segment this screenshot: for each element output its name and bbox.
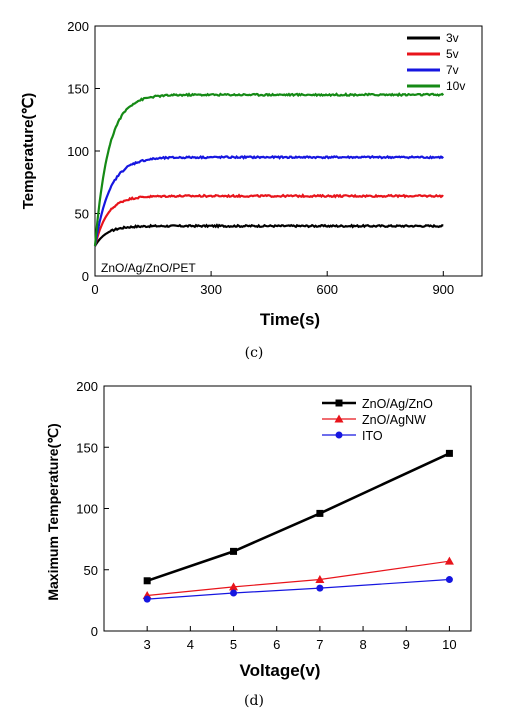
chart-d-legend-marker <box>335 431 343 439</box>
chart-c-series <box>93 92 445 247</box>
chart-c-series-line-7v <box>93 154 444 247</box>
chart-d-point <box>316 509 324 517</box>
chart-d-y-tick-label: 0 <box>91 624 98 639</box>
chart-d-point <box>444 556 454 565</box>
chart-c: 0 300 600 900 0 50 100 150 200 3v 5v 7v 10v ZnO/Ag/… <box>20 19 483 361</box>
chart-d-x-tick-label: 4 <box>187 637 194 652</box>
chart-c-caption: (c) <box>245 345 264 361</box>
chart-d-x-tick-label: 5 <box>230 637 237 652</box>
chart-d-series-line-ZnO/AgNW <box>147 560 450 597</box>
chart-d-legend: ZnO/Ag/ZnO ZnO/AgNW ITO <box>322 397 433 443</box>
chart-c-series-line-3v <box>94 223 444 247</box>
chart-c-legend-label: 10v <box>446 79 465 93</box>
chart-d-x-axis-label: Voltage(v) <box>240 661 321 680</box>
chart-d-y-tick-label: 150 <box>76 440 98 455</box>
chart-c-plot-frame <box>94 25 483 277</box>
chart-d-legend-marker <box>334 414 344 423</box>
chart-c-legend: 3v 5v 7v 10v <box>407 31 465 93</box>
chart-d-point <box>445 576 453 584</box>
chart-c-legend-label: 7v <box>446 63 459 77</box>
chart-c-annotation: ZnO/Ag/ZnO/PET <box>101 261 196 275</box>
chart-c-y-tick-label: 50 <box>75 207 89 222</box>
chart-d-y-tick-label: 50 <box>84 563 98 578</box>
chart-d-x-tick-label: 9 <box>403 637 410 652</box>
chart-c-x-tick-label: 600 <box>316 282 338 297</box>
chart-d-legend-label: ITO <box>362 429 383 443</box>
chart-c-y-tick-label: 150 <box>67 82 89 97</box>
chart-c-series-line-5v <box>93 193 444 247</box>
chart-d-series-line-ITO <box>147 578 450 600</box>
chart-d-x-tick-label: 8 <box>359 637 366 652</box>
chart-c-y-axis-label: Temperature(℃) <box>20 93 37 210</box>
chart-d-point <box>143 577 151 585</box>
chart-c-y-tick-label: 100 <box>67 144 89 159</box>
chart-c-series-line-10v <box>93 92 445 247</box>
chart-c-x-axis-label: Time(s) <box>260 310 320 329</box>
chart-c-y-tick-label: 200 <box>67 19 89 34</box>
chart-d-point <box>315 575 325 584</box>
chart-d-legend-label: ZnO/Ag/ZnO <box>362 397 433 411</box>
chart-d-legend-label: ZnO/AgNW <box>362 413 426 427</box>
chart-c-y-tick-label: 0 <box>82 269 89 284</box>
chart-d-legend-marker <box>335 399 343 407</box>
chart-c-legend-label: 3v <box>446 31 459 45</box>
chart-d-series-line-ZnO/Ag/ZnO <box>146 452 450 583</box>
chart-d-point <box>445 449 453 457</box>
chart-d-y-axis-label: Maximum Temperature(℃) <box>45 423 61 600</box>
chart-d-series <box>142 449 454 603</box>
chart-d-x-tick-label: 10 <box>442 637 456 652</box>
chart-d-x-tick-label: 7 <box>316 637 323 652</box>
chart-d-point <box>230 589 238 597</box>
chart-d-caption: (d) <box>244 693 264 709</box>
chart-d-x-tick-label: 6 <box>273 637 280 652</box>
chart-c-x-tick-label: 0 <box>91 282 98 297</box>
chart-d-point <box>229 582 239 591</box>
chart-c-ticks: 0 300 600 900 0 50 100 150 200 <box>67 19 454 297</box>
chart-d-point <box>143 595 151 603</box>
chart-d-x-tick-label: 3 <box>144 637 151 652</box>
chart-d-point <box>316 584 324 592</box>
chart-c-x-tick-label: 900 <box>432 282 454 297</box>
chart-c-x-tick-label: 300 <box>200 282 222 297</box>
chart-d-point <box>230 547 238 555</box>
chart-c-legend-label: 5v <box>446 47 459 61</box>
chart-d-y-tick-label: 200 <box>76 379 98 394</box>
chart-d-y-tick-label: 100 <box>76 502 98 517</box>
